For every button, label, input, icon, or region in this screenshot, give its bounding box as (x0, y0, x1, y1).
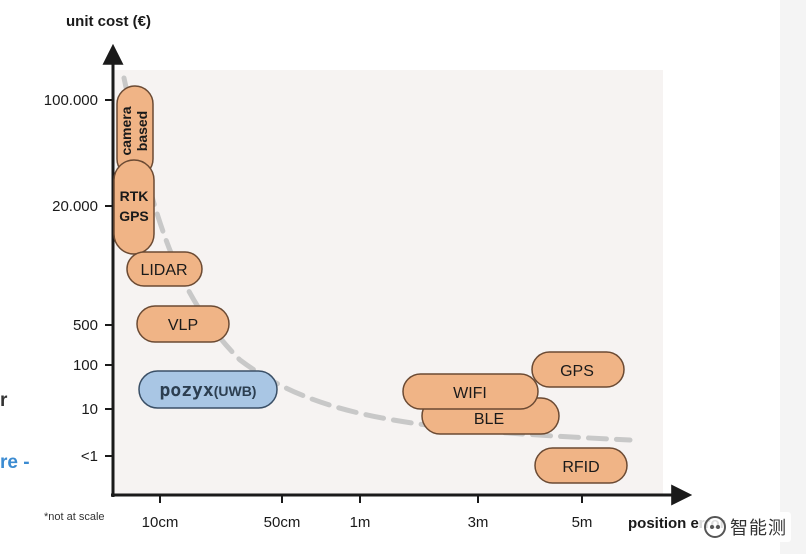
tech-vlp: VLP (136, 305, 230, 343)
tech-wifi: WIFI (402, 373, 539, 410)
tech-camera-based: camera based (116, 85, 154, 178)
y-tick-label: 100 (73, 357, 98, 374)
tech-rtk-gps-pill (113, 159, 155, 255)
tech-wifi-pill (402, 373, 539, 410)
tech-pozyx-pill (138, 370, 278, 409)
y-tick-label: <1 (81, 448, 98, 465)
tech-lidar: LIDAR (126, 251, 203, 287)
pozyx-brand: pozyx (160, 380, 214, 401)
tech-pozyx-uwb: pozyx(UWB) (138, 370, 278, 409)
y-tick-label: 100.000 (44, 92, 98, 109)
watermark: 智能测 (700, 512, 791, 542)
footnote: *not at scale (44, 511, 105, 523)
wechat-icon (704, 516, 726, 538)
x-ticks: 10cm 50cm 1m 3m 5m (142, 495, 593, 531)
cropped-text-re: re - (0, 452, 30, 473)
tech-vlp-pill (136, 305, 230, 343)
y-axis-label: unit cost (€) (66, 13, 151, 30)
tech-ble-label: BLE (474, 411, 504, 428)
tech-rfid: RFID (534, 447, 628, 484)
side-strip (780, 0, 806, 554)
tech-camera-label-1: camera (118, 106, 134, 155)
tech-gps-pill (531, 351, 625, 388)
tech-rfid-pill (534, 447, 628, 484)
tech-rtk-gps: RTK GPS (113, 159, 155, 255)
tech-wifi-label: WIFI (453, 385, 487, 402)
tech-lidar-pill (126, 251, 203, 287)
y-tick-label: 10 (81, 401, 98, 418)
tech-rfid-label: RFID (562, 459, 599, 476)
tech-vlp-label: VLP (168, 317, 198, 334)
y-tick-label: 20.000 (52, 198, 98, 215)
cropped-text-r: r (0, 390, 8, 411)
tech-rtk-label-1: RTK (120, 188, 149, 204)
x-tick-label: 5m (572, 514, 593, 531)
plot-area (113, 70, 663, 495)
tech-pozyx-label: pozyx(UWB) (160, 380, 257, 401)
watermark-text: 智能测 (730, 518, 787, 539)
tech-camera-label-2: based (134, 111, 150, 151)
tech-gps-label: GPS (560, 363, 594, 380)
tech-rtk-label-2: GPS (119, 208, 149, 224)
y-tick-label: 500 (73, 317, 98, 334)
x-tick-label: 1m (350, 514, 371, 531)
pozyx-suffix: (UWB) (214, 383, 257, 399)
y-ticks: 100.000 20.000 500 100 10 <1 (44, 92, 113, 465)
x-tick-label: 3m (468, 514, 489, 531)
tech-gps: GPS (531, 351, 625, 388)
x-tick-label: 10cm (142, 514, 179, 531)
tech-lidar-label: LIDAR (140, 262, 187, 279)
x-tick-label: 50cm (264, 514, 301, 531)
